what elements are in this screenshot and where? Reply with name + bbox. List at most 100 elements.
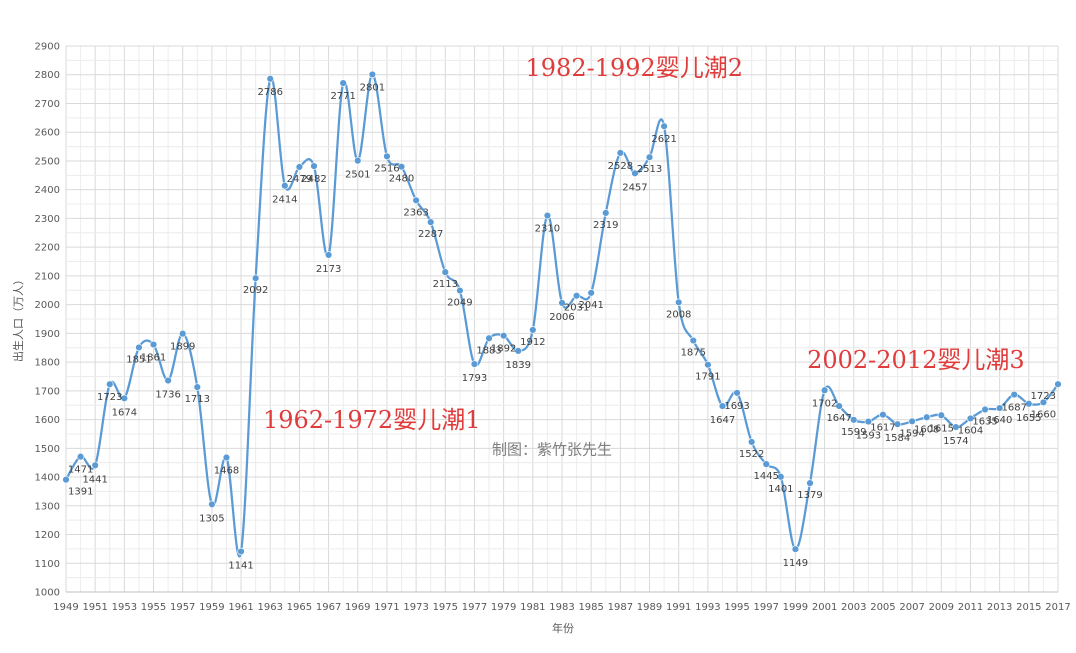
baby-boom-annotation: 2002-2012婴儿潮3 bbox=[807, 346, 1025, 374]
data-label: 1468 bbox=[214, 466, 239, 477]
data-point bbox=[587, 289, 595, 297]
x-tick-label: 1949 bbox=[53, 602, 78, 613]
data-point bbox=[193, 383, 201, 391]
data-point bbox=[981, 405, 989, 414]
data-point bbox=[718, 402, 727, 410]
x-tick-label: 2013 bbox=[987, 602, 1012, 613]
data-label: 1640 bbox=[987, 415, 1012, 426]
data-label: 2528 bbox=[608, 161, 633, 172]
data-label: 2801 bbox=[360, 82, 385, 93]
baby-boom-annotation: 1982-1992婴儿潮2 bbox=[526, 54, 744, 82]
data-point bbox=[850, 416, 858, 424]
data-point bbox=[791, 545, 800, 553]
data-point bbox=[645, 153, 654, 161]
x-tick-label: 1991 bbox=[666, 602, 691, 613]
x-tick-label: 2005 bbox=[870, 602, 895, 613]
x-axis-ticks: 1949 1951 1953 1955 1957 1959 1961 1963 1965 1967… bbox=[53, 602, 1070, 613]
x-tick-label: 1957 bbox=[170, 602, 195, 613]
data-label: 2786 bbox=[258, 87, 283, 98]
data-label: 1401 bbox=[768, 484, 793, 495]
data-point bbox=[427, 218, 435, 226]
data-label: 1141 bbox=[228, 560, 253, 571]
data-point bbox=[572, 292, 581, 300]
data-label: 1674 bbox=[112, 407, 137, 418]
data-label: 1713 bbox=[185, 394, 210, 405]
data-points bbox=[62, 70, 1062, 556]
x-tick-label: 1995 bbox=[724, 602, 749, 613]
data-label: 2513 bbox=[637, 164, 662, 175]
y-tick-label: 2800 bbox=[35, 70, 60, 81]
data-label: 1660 bbox=[1031, 409, 1056, 420]
data-label: 2457 bbox=[622, 182, 647, 193]
data-point bbox=[62, 475, 70, 484]
data-label: 1647 bbox=[710, 415, 735, 426]
y-tick-label: 1700 bbox=[35, 386, 60, 397]
data-point bbox=[76, 452, 85, 461]
data-point bbox=[441, 268, 449, 276]
data-point bbox=[733, 389, 741, 397]
x-tick-label: 2015 bbox=[1016, 602, 1041, 613]
data-label: 1647 bbox=[826, 413, 851, 424]
x-tick-label: 2009 bbox=[929, 602, 954, 613]
data-point bbox=[106, 380, 114, 388]
data-point bbox=[806, 479, 814, 487]
data-label: 1793 bbox=[462, 373, 487, 384]
x-tick-label: 1983 bbox=[549, 602, 574, 613]
y-tick-label: 1900 bbox=[35, 329, 60, 340]
x-tick-label: 1999 bbox=[783, 602, 808, 613]
x-tick-label: 1973 bbox=[403, 602, 428, 613]
data-label: 1594 bbox=[899, 428, 924, 439]
data-point bbox=[602, 209, 610, 217]
data-label: 2008 bbox=[666, 309, 691, 320]
data-label: 2516 bbox=[374, 163, 399, 174]
x-tick-label: 1959 bbox=[199, 602, 224, 613]
x-tick-label: 1985 bbox=[578, 602, 603, 613]
x-tick-label: 1955 bbox=[141, 602, 166, 613]
data-point bbox=[208, 500, 216, 509]
data-label: 1861 bbox=[141, 353, 166, 364]
x-tick-label: 1987 bbox=[608, 602, 633, 613]
data-point bbox=[397, 162, 406, 171]
x-tick-label: 2011 bbox=[958, 602, 983, 613]
data-point bbox=[820, 386, 829, 394]
data-point bbox=[747, 438, 756, 446]
data-label: 1899 bbox=[170, 342, 195, 353]
x-tick-label: 1963 bbox=[258, 602, 283, 613]
data-point bbox=[762, 460, 770, 468]
x-tick-label: 1953 bbox=[112, 602, 137, 613]
annotations: 1962-1972婴儿潮1 1982-1992婴儿潮2 2002-2012婴儿潮3 制… bbox=[263, 54, 1025, 458]
data-label: 1851 bbox=[126, 354, 151, 365]
data-point bbox=[835, 402, 843, 410]
data-label: 1379 bbox=[797, 490, 822, 501]
data-label: 2041 bbox=[578, 300, 603, 311]
y-tick-label: 2300 bbox=[35, 214, 60, 225]
y-tick-label: 1400 bbox=[35, 473, 60, 484]
data-label: 1736 bbox=[155, 389, 180, 400]
data-point bbox=[616, 149, 625, 157]
y-tick-label: 1300 bbox=[35, 501, 60, 512]
y-tick-label: 1200 bbox=[35, 530, 60, 541]
data-point bbox=[339, 79, 347, 87]
data-point bbox=[164, 376, 172, 385]
data-point bbox=[456, 286, 464, 295]
data-point bbox=[704, 360, 712, 369]
data-label: 1655 bbox=[1016, 413, 1041, 424]
series-line bbox=[65, 73, 1059, 558]
data-label: 1593 bbox=[856, 431, 881, 442]
data-point bbox=[310, 162, 318, 170]
x-tick-label: 1975 bbox=[433, 602, 458, 613]
data-label: 2414 bbox=[272, 195, 297, 206]
data-label: 1687 bbox=[1002, 403, 1027, 414]
x-tick-label: 2003 bbox=[841, 602, 866, 613]
data-label: 2482 bbox=[301, 174, 326, 185]
data-label: 2006 bbox=[549, 312, 574, 323]
data-label: 2319 bbox=[593, 220, 618, 231]
x-tick-label: 1989 bbox=[637, 602, 662, 613]
data-point bbox=[631, 169, 639, 178]
x-tick-label: 1951 bbox=[82, 602, 107, 613]
x-tick-label: 1971 bbox=[374, 602, 399, 613]
x-tick-label: 1979 bbox=[491, 602, 516, 613]
data-point bbox=[879, 410, 887, 419]
